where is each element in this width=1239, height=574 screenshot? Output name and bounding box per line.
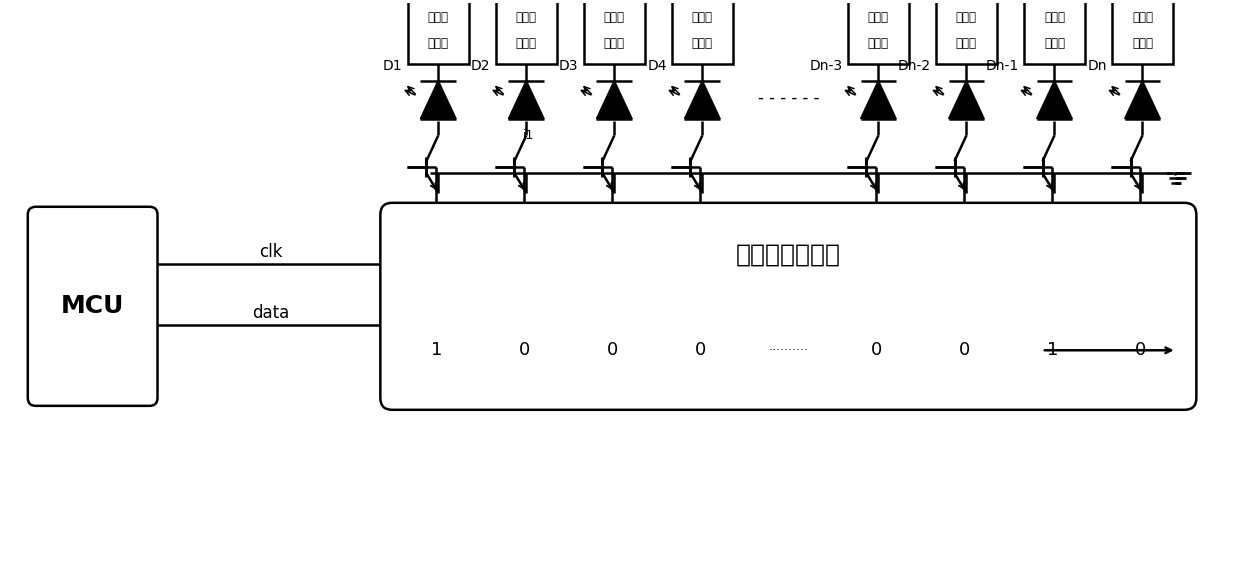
Bar xyxy=(847,0,909,64)
Text: 恒流驱: 恒流驱 xyxy=(867,10,888,24)
Text: 动电路: 动电路 xyxy=(691,37,712,50)
Text: 动电路: 动电路 xyxy=(1132,37,1154,50)
Text: ··········: ·········· xyxy=(768,344,808,357)
Text: 动电路: 动电路 xyxy=(603,37,624,50)
Text: D3: D3 xyxy=(559,59,579,72)
Bar xyxy=(584,0,646,64)
Text: Dn-3: Dn-3 xyxy=(809,59,843,72)
Text: Dn-1: Dn-1 xyxy=(985,59,1018,72)
Polygon shape xyxy=(1037,80,1072,119)
Text: 恒流驱: 恒流驱 xyxy=(515,10,536,24)
Text: 0: 0 xyxy=(695,342,706,359)
Text: Dn-2: Dn-2 xyxy=(897,59,930,72)
Text: 0: 0 xyxy=(871,342,882,359)
Polygon shape xyxy=(508,80,544,119)
Text: clk: clk xyxy=(259,243,282,261)
Text: 动电路: 动电路 xyxy=(955,37,976,50)
Polygon shape xyxy=(861,80,896,119)
Text: 0: 0 xyxy=(519,342,530,359)
Text: 数据移位寄存器: 数据移位寄存器 xyxy=(736,243,841,267)
Polygon shape xyxy=(1125,80,1160,119)
Text: data: data xyxy=(253,304,290,322)
Text: 恒流驱: 恒流驱 xyxy=(955,10,976,24)
Bar xyxy=(1111,0,1173,64)
Text: MCU: MCU xyxy=(61,294,124,319)
Text: 0: 0 xyxy=(1135,342,1146,359)
Text: 恒流驱: 恒流驱 xyxy=(1044,10,1064,24)
Polygon shape xyxy=(596,80,632,119)
Text: D2: D2 xyxy=(471,59,491,72)
Text: 动电路: 动电路 xyxy=(1044,37,1064,50)
Bar xyxy=(672,0,733,64)
Text: Dn: Dn xyxy=(1088,59,1106,72)
Text: 1: 1 xyxy=(430,342,442,359)
FancyBboxPatch shape xyxy=(27,207,157,406)
FancyBboxPatch shape xyxy=(380,203,1197,410)
Polygon shape xyxy=(684,80,720,119)
Bar xyxy=(408,0,468,64)
Text: 1: 1 xyxy=(1047,342,1058,359)
Text: D4: D4 xyxy=(647,59,667,72)
Text: 动电路: 动电路 xyxy=(427,37,449,50)
Polygon shape xyxy=(949,80,984,119)
Bar xyxy=(935,0,997,64)
Text: - - - - - -: - - - - - - xyxy=(757,90,819,107)
Bar xyxy=(496,0,558,64)
Bar xyxy=(1023,0,1085,64)
Polygon shape xyxy=(420,80,456,119)
Text: 恒流驱: 恒流驱 xyxy=(603,10,624,24)
Text: 0: 0 xyxy=(607,342,618,359)
Text: 动电路: 动电路 xyxy=(867,37,888,50)
Text: 恒流驱: 恒流驱 xyxy=(427,10,449,24)
Text: 动电路: 动电路 xyxy=(515,37,536,50)
Text: 恒流驱: 恒流驱 xyxy=(1132,10,1154,24)
Text: i1: i1 xyxy=(523,129,534,142)
Text: 恒流驱: 恒流驱 xyxy=(691,10,712,24)
Text: D1: D1 xyxy=(383,59,403,72)
Text: 0: 0 xyxy=(959,342,970,359)
